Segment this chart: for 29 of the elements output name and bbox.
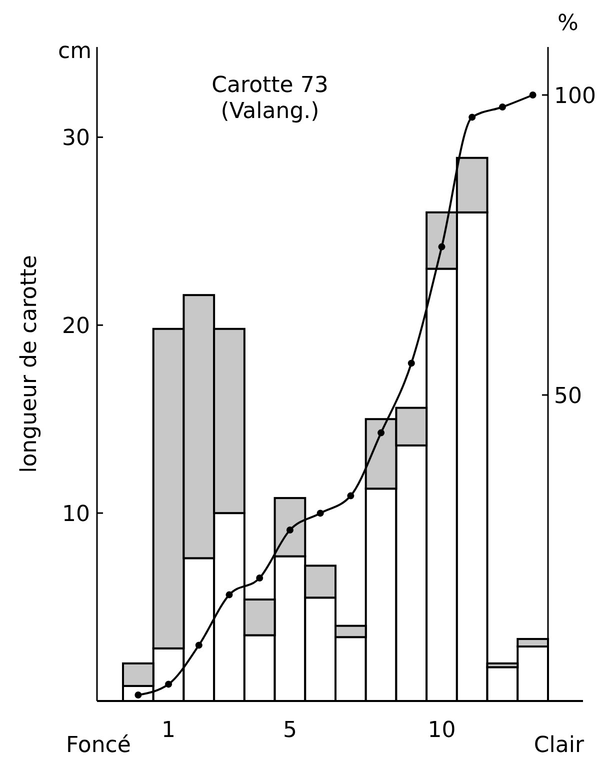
- point: [286, 526, 294, 534]
- point: [347, 492, 354, 500]
- point: [165, 680, 172, 688]
- x-tick-label: 10: [428, 718, 456, 743]
- y2-tick-label: 50: [554, 384, 582, 409]
- text: Clair: [534, 733, 585, 758]
- y2-tick-label: 100: [554, 84, 596, 109]
- y-tick-label: 20: [62, 314, 90, 340]
- text: (Valang.): [220, 99, 320, 124]
- point: [498, 104, 506, 110]
- point: [408, 360, 415, 367]
- y-tick-label: 10: [62, 502, 90, 528]
- text: cm: [58, 39, 92, 64]
- point: [438, 243, 446, 250]
- x-tick-label: 5: [282, 718, 297, 743]
- point: [529, 92, 536, 98]
- text: Foncé: [66, 733, 131, 758]
- y-axis-title: longueur de carotte: [17, 255, 42, 473]
- point: [468, 114, 476, 121]
- point: [378, 429, 385, 436]
- y2-axis-title: %: [558, 11, 578, 36]
- point: [226, 591, 233, 598]
- x-tick-label: 1: [162, 718, 176, 743]
- point: [134, 692, 142, 698]
- point: [195, 642, 202, 649]
- point: [316, 510, 324, 517]
- y-tick-label: 30: [62, 126, 90, 152]
- point: [256, 574, 264, 582]
- text: Carotte 73: [212, 73, 328, 98]
